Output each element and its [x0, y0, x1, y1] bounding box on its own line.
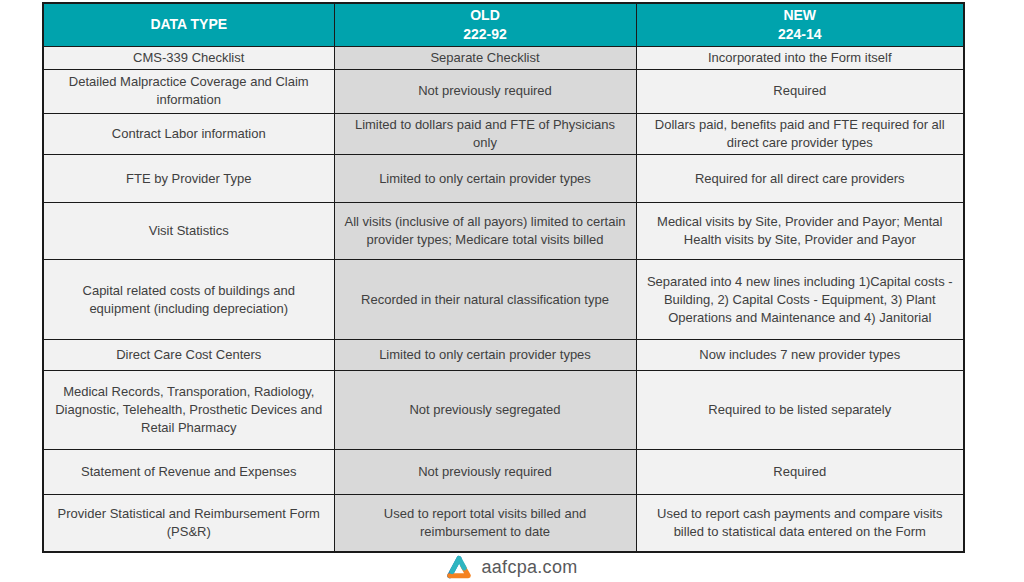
cell-old: Not previously required	[334, 450, 636, 495]
table-row: Capital related costs of buildings and e…	[43, 260, 964, 340]
cell-data-type: Statement of Revenue and Expenses	[43, 450, 334, 495]
header-new: NEW 224-14	[636, 3, 964, 46]
cell-new: Required	[636, 450, 964, 495]
cell-data-type: Provider Statistical and Reimbursement F…	[43, 495, 334, 552]
table-row: CMS-339 Checklist Separate Checklist Inc…	[43, 46, 964, 69]
header-old-label: OLD	[343, 6, 628, 25]
cell-new: Incorporated into the Form itself	[636, 46, 964, 69]
cell-data-type: Detailed Malpractice Coverage and Claim …	[43, 69, 334, 113]
cell-new: Required to be listed separately	[636, 371, 964, 450]
comparison-table: DATA TYPE OLD 222-92 NEW 224-14 CMS-339 …	[42, 2, 965, 553]
cell-new: Now includes 7 new provider types	[636, 340, 964, 371]
header-old-form-number: 222-92	[343, 25, 628, 44]
cell-data-type: CMS-339 Checklist	[43, 46, 334, 69]
cell-data-type: Visit Statistics	[43, 203, 334, 260]
cell-old: Not previously required	[334, 69, 636, 113]
cell-old: Used to report total visits billed and r…	[334, 495, 636, 552]
table-row: Provider Statistical and Reimbursement F…	[43, 495, 964, 552]
cell-data-type: Medical Records, Transporation, Radiolog…	[43, 371, 334, 450]
cell-old: Limited to dollars paid and FTE of Physi…	[334, 113, 636, 154]
slide-page: DATA TYPE OLD 222-92 NEW 224-14 CMS-339 …	[0, 0, 1024, 582]
table-row: Statement of Revenue and Expenses Not pr…	[43, 450, 964, 495]
table-row: FTE by Provider Type Limited to only cer…	[43, 155, 964, 203]
aafcpa-triangle-logo-icon	[446, 555, 472, 581]
cell-old: Limited to only certain provider types	[334, 340, 636, 371]
cell-old: Limited to only certain provider types	[334, 155, 636, 203]
header-new-label: NEW	[645, 6, 956, 25]
table-row: Detailed Malpractice Coverage and Claim …	[43, 69, 964, 113]
cell-new: Required for all direct care providers	[636, 155, 964, 203]
cell-old: Separate Checklist	[334, 46, 636, 69]
footer-site-text: aafcpa.com	[481, 557, 577, 578]
cell-data-type: Capital related costs of buildings and e…	[43, 260, 334, 340]
footer: aafcpa.com	[0, 553, 1024, 582]
cell-old: Not previously segregated	[334, 371, 636, 450]
table-row: Contract Labor information Limited to do…	[43, 113, 964, 154]
cell-new: Required	[636, 69, 964, 113]
header-old: OLD 222-92	[334, 3, 636, 46]
header-data-type-label: DATA TYPE	[150, 16, 227, 32]
cell-new: Dollars paid, benefits paid and FTE requ…	[636, 113, 964, 154]
cell-old: All visits (inclusive of all payors) lim…	[334, 203, 636, 260]
table-row: Medical Records, Transporation, Radiolog…	[43, 371, 964, 450]
cell-data-type: FTE by Provider Type	[43, 155, 334, 203]
cell-new: Used to report cash payments and compare…	[636, 495, 964, 552]
cell-new: Medical visits by Site, Provider and Pay…	[636, 203, 964, 260]
cell-old: Recorded in their natural classification…	[334, 260, 636, 340]
table-row: Visit Statistics All visits (inclusive o…	[43, 203, 964, 260]
cell-data-type: Contract Labor information	[43, 113, 334, 154]
cell-data-type: Direct Care Cost Centers	[43, 340, 334, 371]
cell-new: Separated into 4 new lines including 1)C…	[636, 260, 964, 340]
header-new-form-number: 224-14	[645, 25, 956, 44]
table-row: Direct Care Cost Centers Limited to only…	[43, 340, 964, 371]
header-data-type: DATA TYPE	[43, 3, 334, 46]
header-row: DATA TYPE OLD 222-92 NEW 224-14	[43, 3, 964, 46]
